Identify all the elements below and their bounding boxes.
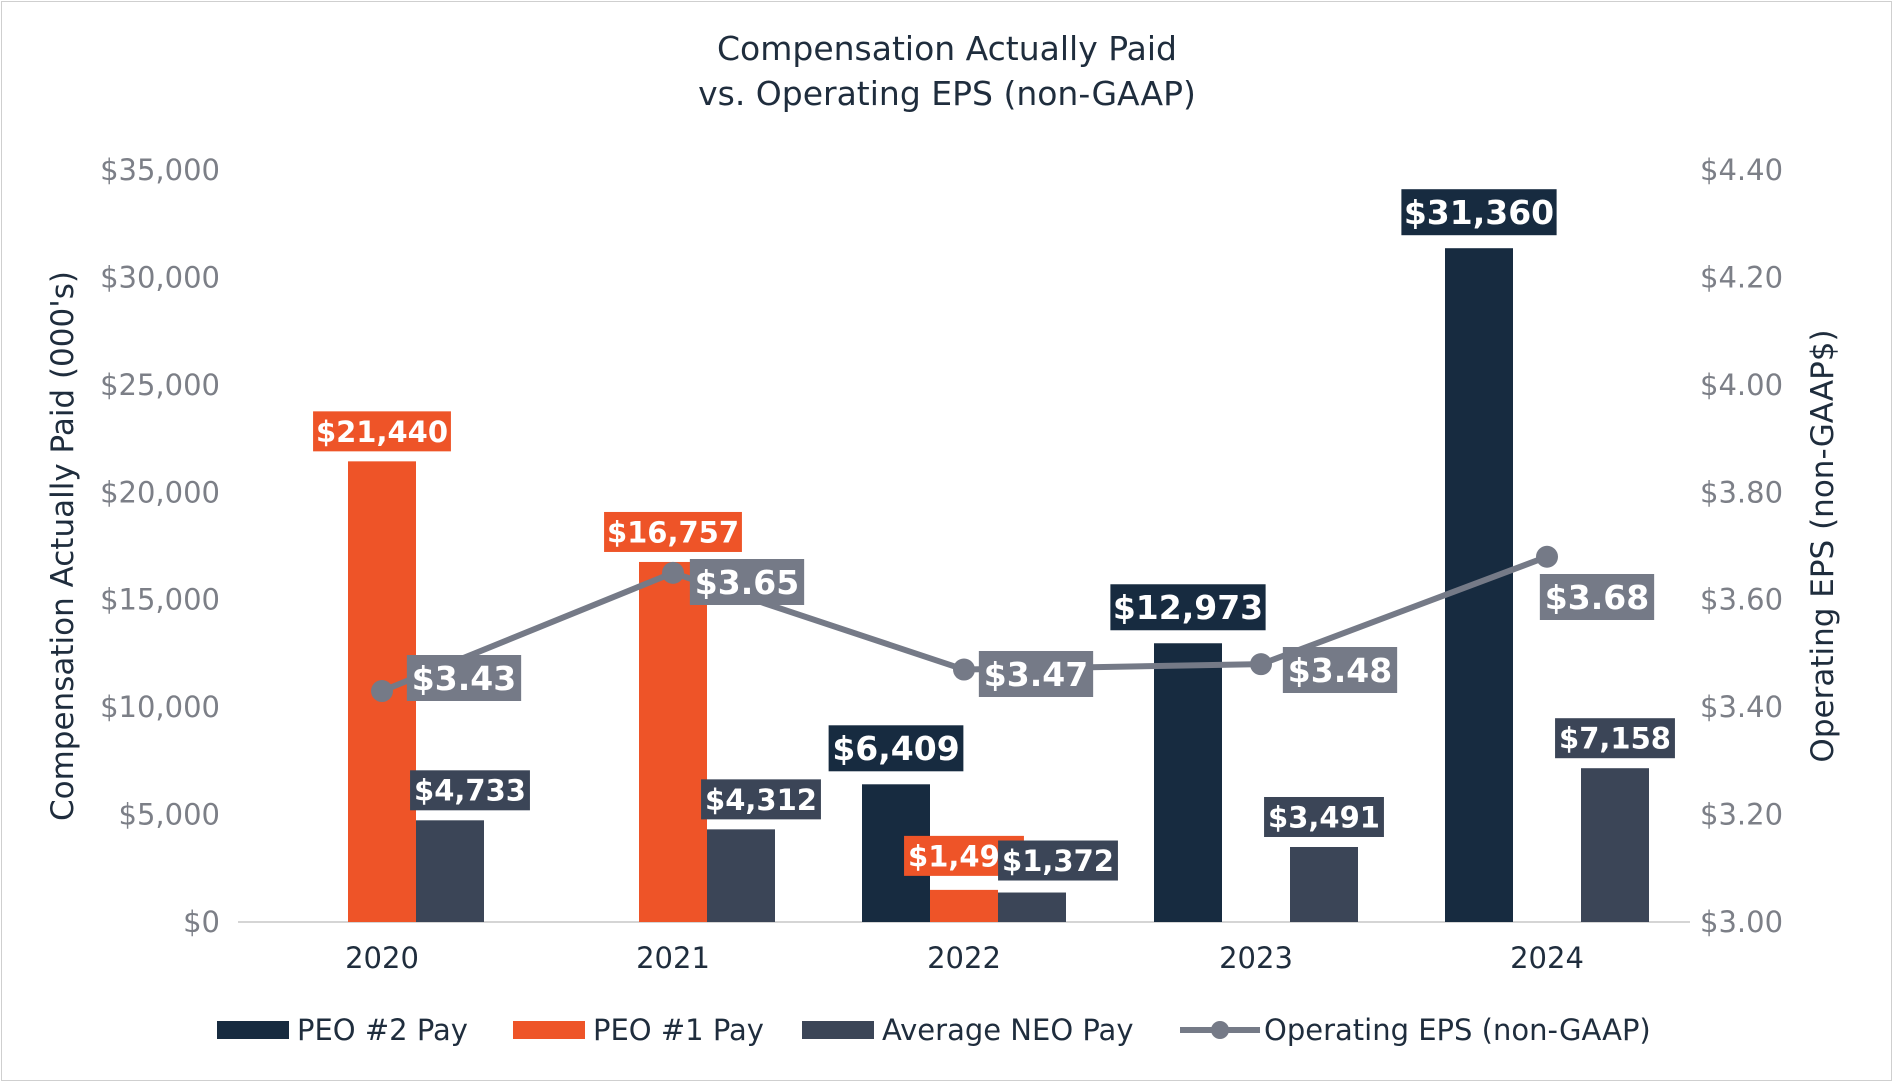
data-label: $3.68 bbox=[1545, 578, 1649, 617]
bar bbox=[1290, 846, 1358, 922]
bar bbox=[1581, 768, 1649, 922]
data-label-box bbox=[1555, 718, 1675, 759]
data-label-box bbox=[1264, 796, 1384, 837]
y2-tick-label: $4.40 bbox=[1700, 153, 1783, 187]
data-label-box bbox=[1401, 189, 1557, 236]
data-label-box bbox=[406, 655, 522, 701]
data-label-box bbox=[828, 725, 964, 772]
y-tick-label: $20,000 bbox=[100, 475, 220, 509]
y-tick-label: $30,000 bbox=[100, 260, 220, 294]
data-label: $16,757 bbox=[607, 515, 739, 549]
data-label: $12,973 bbox=[1113, 588, 1263, 627]
data-label-box bbox=[689, 559, 805, 605]
data-labels: $6,409$12,973$31,360$21,440$16,757$1,495… bbox=[313, 189, 1675, 881]
y-axis-ticks: $0 $5,000 $10,000 $15,000 $20,000 $25,000 $30,… bbox=[100, 153, 220, 939]
data-label-box bbox=[1110, 584, 1266, 631]
legend-swatch bbox=[802, 1021, 874, 1039]
bar bbox=[930, 889, 998, 922]
data-label: $3.43 bbox=[412, 659, 516, 698]
chart-title-line-2: vs. Operating EPS (non-GAAP) bbox=[698, 74, 1196, 113]
y2-axis-label: Operating EPS (non-GAAP$) bbox=[1805, 329, 1841, 762]
x-tick-label: 2024 bbox=[1510, 941, 1584, 975]
legend-label: Average NEO Pay bbox=[882, 1013, 1133, 1047]
bar bbox=[1154, 643, 1222, 922]
data-label: $6,409 bbox=[832, 729, 959, 768]
y2-tick-label: $3.60 bbox=[1700, 583, 1783, 617]
y-tick-label: $25,000 bbox=[100, 368, 220, 402]
y2-axis-ticks: $3.00 $3.20 $3.40 $3.60 $3.80 $4.00 $4.20 $4.40 bbox=[1700, 153, 1783, 939]
legend-label: PEO #1 Pay bbox=[593, 1013, 764, 1047]
data-label: $7,158 bbox=[1559, 722, 1671, 756]
eps-point bbox=[662, 561, 684, 584]
bar bbox=[639, 561, 707, 922]
legend-label: Operating EPS (non-GAAP) bbox=[1264, 1013, 1651, 1047]
y2-tick-label: $3.20 bbox=[1700, 798, 1783, 832]
data-label-box bbox=[998, 840, 1118, 881]
eps-point bbox=[1250, 653, 1272, 676]
y2-tick-label: $3.00 bbox=[1700, 905, 1783, 939]
data-label-box bbox=[313, 411, 451, 452]
data-label-box bbox=[604, 511, 742, 552]
y2-tick-label: $3.40 bbox=[1700, 690, 1783, 724]
y-tick-label: $35,000 bbox=[100, 153, 220, 187]
data-label: $31,360 bbox=[1404, 193, 1554, 232]
x-tick-label: 2023 bbox=[1219, 941, 1293, 975]
y-axis-label: Compensation Actually Paid (000's) bbox=[45, 271, 81, 821]
data-label: $1,372 bbox=[1002, 844, 1114, 878]
bar bbox=[416, 820, 484, 922]
y-tick-label: $10,000 bbox=[100, 690, 220, 724]
eps-point bbox=[953, 658, 975, 681]
legend-label: PEO #2 Pay bbox=[297, 1013, 468, 1047]
data-label: $3,491 bbox=[1268, 800, 1380, 834]
y-tick-label: $5,000 bbox=[119, 798, 220, 832]
data-label-box bbox=[1539, 574, 1655, 620]
data-label-box bbox=[410, 770, 530, 811]
legend-swatch bbox=[217, 1021, 289, 1039]
eps-point bbox=[1536, 545, 1558, 568]
data-label: $3.65 bbox=[695, 563, 799, 602]
data-label: $3.48 bbox=[1288, 651, 1392, 690]
y-tick-label: $15,000 bbox=[100, 583, 220, 617]
data-label: $3.47 bbox=[984, 655, 1088, 694]
x-tick-label: 2021 bbox=[636, 941, 710, 975]
bar bbox=[998, 892, 1066, 922]
y2-tick-label: $3.80 bbox=[1700, 475, 1783, 509]
bars bbox=[348, 248, 1649, 922]
eps-line bbox=[371, 545, 1558, 703]
data-label-box bbox=[1282, 647, 1398, 693]
bar bbox=[707, 829, 775, 922]
data-label: $21,440 bbox=[316, 415, 448, 449]
data-label-box bbox=[978, 651, 1094, 697]
chart-title-line-1: Compensation Actually Paid bbox=[717, 29, 1177, 68]
x-tick-label: 2020 bbox=[345, 941, 419, 975]
y2-tick-label: $4.20 bbox=[1700, 260, 1783, 294]
legend-marker bbox=[1211, 1021, 1229, 1039]
x-axis-ticks: 2020 2021 2022 2023 2024 bbox=[345, 941, 1584, 975]
x-tick-label: 2022 bbox=[927, 941, 1001, 975]
eps-point bbox=[371, 680, 393, 703]
legend: PEO #2 Pay PEO #1 Pay Average NEO Pay Opera… bbox=[217, 1013, 1651, 1047]
y-tick-label: $0 bbox=[183, 905, 220, 939]
data-label: $4,312 bbox=[705, 783, 817, 817]
y2-tick-label: $4.00 bbox=[1700, 368, 1783, 402]
data-label-box bbox=[701, 779, 821, 820]
data-label: $4,733 bbox=[414, 774, 526, 808]
legend-swatch bbox=[513, 1021, 585, 1039]
